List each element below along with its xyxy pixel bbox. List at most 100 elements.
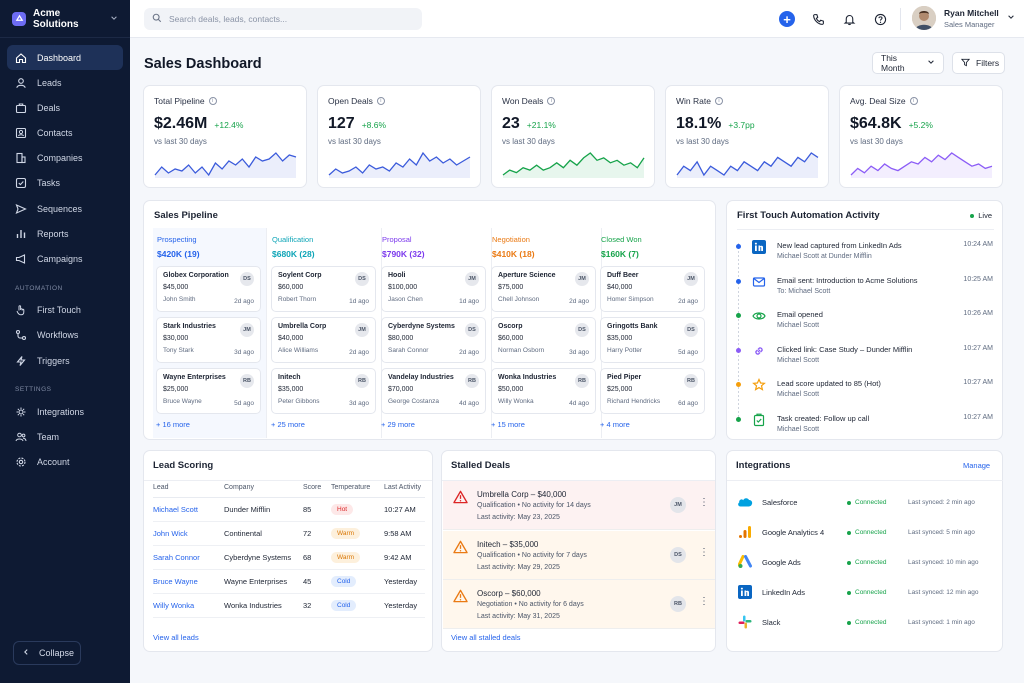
sidebar-item-team[interactable]: Team [7, 424, 123, 449]
integration-item[interactable]: Google Analytics 4 Connected Last synced: … [727, 517, 1003, 547]
google-analytics-icon [737, 524, 753, 540]
lead-name[interactable]: Sarah Connor [153, 545, 224, 570]
lead-name[interactable]: Bruce Wayne [153, 569, 224, 594]
filters-button[interactable]: Filters [952, 52, 1005, 74]
sidebar-item-campaigns[interactable]: Campaigns [7, 247, 123, 272]
sidebar-item-companies[interactable]: Companies [7, 146, 123, 171]
phone-button[interactable] [809, 10, 827, 28]
lead-name[interactable]: John Wick [153, 521, 224, 546]
sidebar-item-deals[interactable]: Deals [7, 95, 123, 120]
deal-card[interactable]: Hooli $100,000 Jason Chen 1d ago JM [381, 266, 486, 312]
sidebar-item-dashboard[interactable]: Dashboard [7, 45, 123, 70]
owner-avatar: RB [575, 374, 589, 388]
notifications-button[interactable] [840, 10, 858, 28]
help-button[interactable] [871, 10, 889, 28]
sidebar-item-sequences[interactable]: Sequences [7, 196, 123, 221]
sidebar-item-reports[interactable]: Reports [7, 221, 123, 246]
table-row[interactable]: Willy Wonka Wonka Industries 32 Cold Yesterd… [153, 593, 425, 618]
deal-card[interactable]: Aperture Science $75,000 Chell Johnson 2d a… [491, 266, 596, 312]
activity-item[interactable]: Email opened Michael Scott 10:26 AM [727, 307, 1003, 341]
integration-item[interactable]: Salesforce Connected Last synced: 2 min ag… [727, 487, 1003, 517]
table-header[interactable]: Temperature [331, 479, 384, 498]
deal-card[interactable]: Soylent Corp $60,000 Robert Thorn 1d ago DS [271, 266, 376, 312]
collapse-button[interactable]: Collapse [13, 641, 81, 665]
sidebar-item-account[interactable]: Account [7, 450, 123, 475]
activity-item[interactable]: Lead score updated to 85 (Hot) Michael Sc… [727, 376, 1003, 410]
activity-item[interactable]: Task created: Follow up call Michael Scot… [727, 411, 1003, 445]
integration-item[interactable]: Slack Connected Last synced: 1 min ago [727, 607, 1003, 637]
deal-card[interactable]: Duff Beer $40,000 Homer Simpson 2d ago JM [600, 266, 705, 312]
deal-card[interactable]: Wonka Industries $50,000 Willy Wonka 4d ago… [491, 368, 596, 414]
brand-switcher[interactable]: Acme Solutions [0, 0, 130, 38]
integration-item[interactable]: LinkedIn Ads Connected Last synced: 12 min… [727, 577, 1003, 607]
deal-card[interactable]: Oscorp $60,000 Norman Osborn 3d ago DS [491, 317, 596, 363]
warning-icon [453, 490, 468, 506]
activity-item[interactable]: Clicked link: Case Study – Dunder Miffli… [727, 342, 1003, 376]
deal-age: 6d ago [678, 400, 698, 407]
lead-name[interactable]: Willy Wonka [153, 593, 224, 618]
deal-card[interactable]: Vandelay Industries $70,000 George Costanz… [381, 368, 486, 414]
deal-card[interactable]: Initech $35,000 Peter Gibbons 3d ago RB [271, 368, 376, 414]
period-select[interactable]: This Month [872, 52, 944, 74]
kpi-card-won-deals[interactable]: Won Deals i 23 +21.1% vs last 30 days [491, 85, 655, 188]
sidebar-item-triggers[interactable]: Triggers [7, 348, 123, 373]
table-row[interactable]: Sarah Connor Cyberdyne Systems 68 Warm 9:42 … [153, 545, 425, 570]
pipeline-more-link[interactable]: + 15 more [491, 420, 525, 429]
sidebar-item-first-touch[interactable]: First Touch [7, 298, 123, 323]
kpi-card-total-pipeline[interactable]: Total Pipeline i $2.46M +12.4% vs last 30 … [143, 85, 307, 188]
more-options-icon[interactable]: ⋮ [699, 596, 709, 607]
manage-integrations-link[interactable]: Manage [963, 461, 991, 470]
deal-card[interactable]: Globex Corporation $45,000 John Smith 2d ag… [156, 266, 261, 312]
deal-card[interactable]: Wayne Enterprises $25,000 Bruce Wayne 5d ag… [156, 368, 261, 414]
table-header[interactable]: Company [224, 479, 303, 498]
view-all-leads-link[interactable]: View all leads [153, 633, 199, 642]
pipeline-stage-total: $410K (18) [492, 249, 535, 259]
checkbox-icon [15, 178, 27, 189]
sidebar-item-tasks[interactable]: Tasks [7, 171, 123, 196]
sidebar-item-leads[interactable]: Leads [7, 70, 123, 95]
more-options-icon[interactable]: ⋮ [699, 497, 709, 508]
activity-item[interactable]: New lead captured from LinkedIn Ads Micha… [727, 238, 1003, 272]
table-row[interactable]: Bruce Wayne Wayne Enterprises 45 Cold Yester… [153, 569, 425, 594]
stalled-deal-item[interactable]: Oscorp – $60,000 Negotiation • No activit… [443, 580, 715, 629]
table-row[interactable]: John Wick Continental 72 Warm 9:58 AM [153, 521, 425, 546]
deal-card[interactable]: Pied Piper $25,000 Richard Hendricks 6d ago… [600, 368, 705, 414]
table-header[interactable]: Score [303, 479, 331, 498]
pipeline-more-link[interactable]: + 29 more [381, 420, 415, 429]
lead-name[interactable]: Michael Scott [153, 497, 224, 522]
deal-company: Gringotts Bank [607, 323, 658, 330]
integration-item[interactable]: Google Ads Connected Last synced: 10 min a… [727, 547, 1003, 577]
user-menu[interactable]: Ryan Mitchell Sales Manager [912, 6, 1015, 30]
sidebar-item-integrations[interactable]: Integrations [7, 399, 123, 424]
pipeline-more-link[interactable]: + 4 more [600, 420, 630, 429]
view-all-stalled-link[interactable]: View all stalled deals [451, 633, 521, 642]
table-row[interactable]: Michael Scott Dunder Mifflin 85 Hot 10:27 AM [153, 497, 425, 522]
table-header[interactable]: Last Activity [384, 479, 425, 498]
deal-card[interactable]: Umbrella Corp $40,000 Alice Williams 2d ago… [271, 317, 376, 363]
deal-card[interactable]: Stark Industries $30,000 Tony Stark 3d ago J… [156, 317, 261, 363]
activity-item[interactable]: Email sent: Introduction to Acme Solutio… [727, 273, 1003, 307]
deal-age: 2d ago [569, 298, 589, 305]
search-input[interactable]: Search deals, leads, contacts... [144, 8, 422, 30]
deal-value: $30,000 [163, 335, 189, 342]
table-header[interactable]: Lead [153, 479, 224, 498]
deal-card[interactable]: Gringotts Bank $35,000 Harry Potter 5d ago D… [600, 317, 705, 363]
kpi-card-avg-deal-size[interactable]: Avg. Deal Size i $64.8K +5.2% vs last 30 d… [839, 85, 1003, 188]
kpi-card-win-rate[interactable]: Win Rate i 18.1% +3.7pp vs last 30 days [665, 85, 829, 188]
pipeline-more-link[interactable]: + 16 more [156, 420, 190, 429]
linkedin-icon [751, 239, 767, 255]
sidebar-item-workflows[interactable]: Workflows [7, 323, 123, 348]
sidebar-item-contacts[interactable]: Contacts [7, 121, 123, 146]
more-options-icon[interactable]: ⋮ [699, 546, 709, 558]
kpi-card-open-deals[interactable]: Open Deals i 127 +8.6% vs last 30 days [317, 85, 481, 188]
stalled-deal-item[interactable]: Initech – $35,000 Qualification • No acti… [443, 530, 715, 580]
integration-name: LinkedIn Ads [762, 588, 805, 597]
create-button[interactable]: + [778, 10, 796, 28]
stalled-deal-item[interactable]: Umbrella Corp – $40,000 Qualification • N… [443, 481, 715, 530]
send-icon [15, 203, 27, 214]
deal-contact: Alice Williams [278, 347, 319, 354]
pipeline-column: Proposal $790K (32) Hooli $100,000 Jason Che… [378, 228, 492, 438]
deal-card[interactable]: Cyberdyne Systems $80,000 Sarah Connor 2d a… [381, 317, 486, 363]
owner-avatar: RB [670, 596, 686, 612]
pipeline-more-link[interactable]: + 25 more [271, 420, 305, 429]
